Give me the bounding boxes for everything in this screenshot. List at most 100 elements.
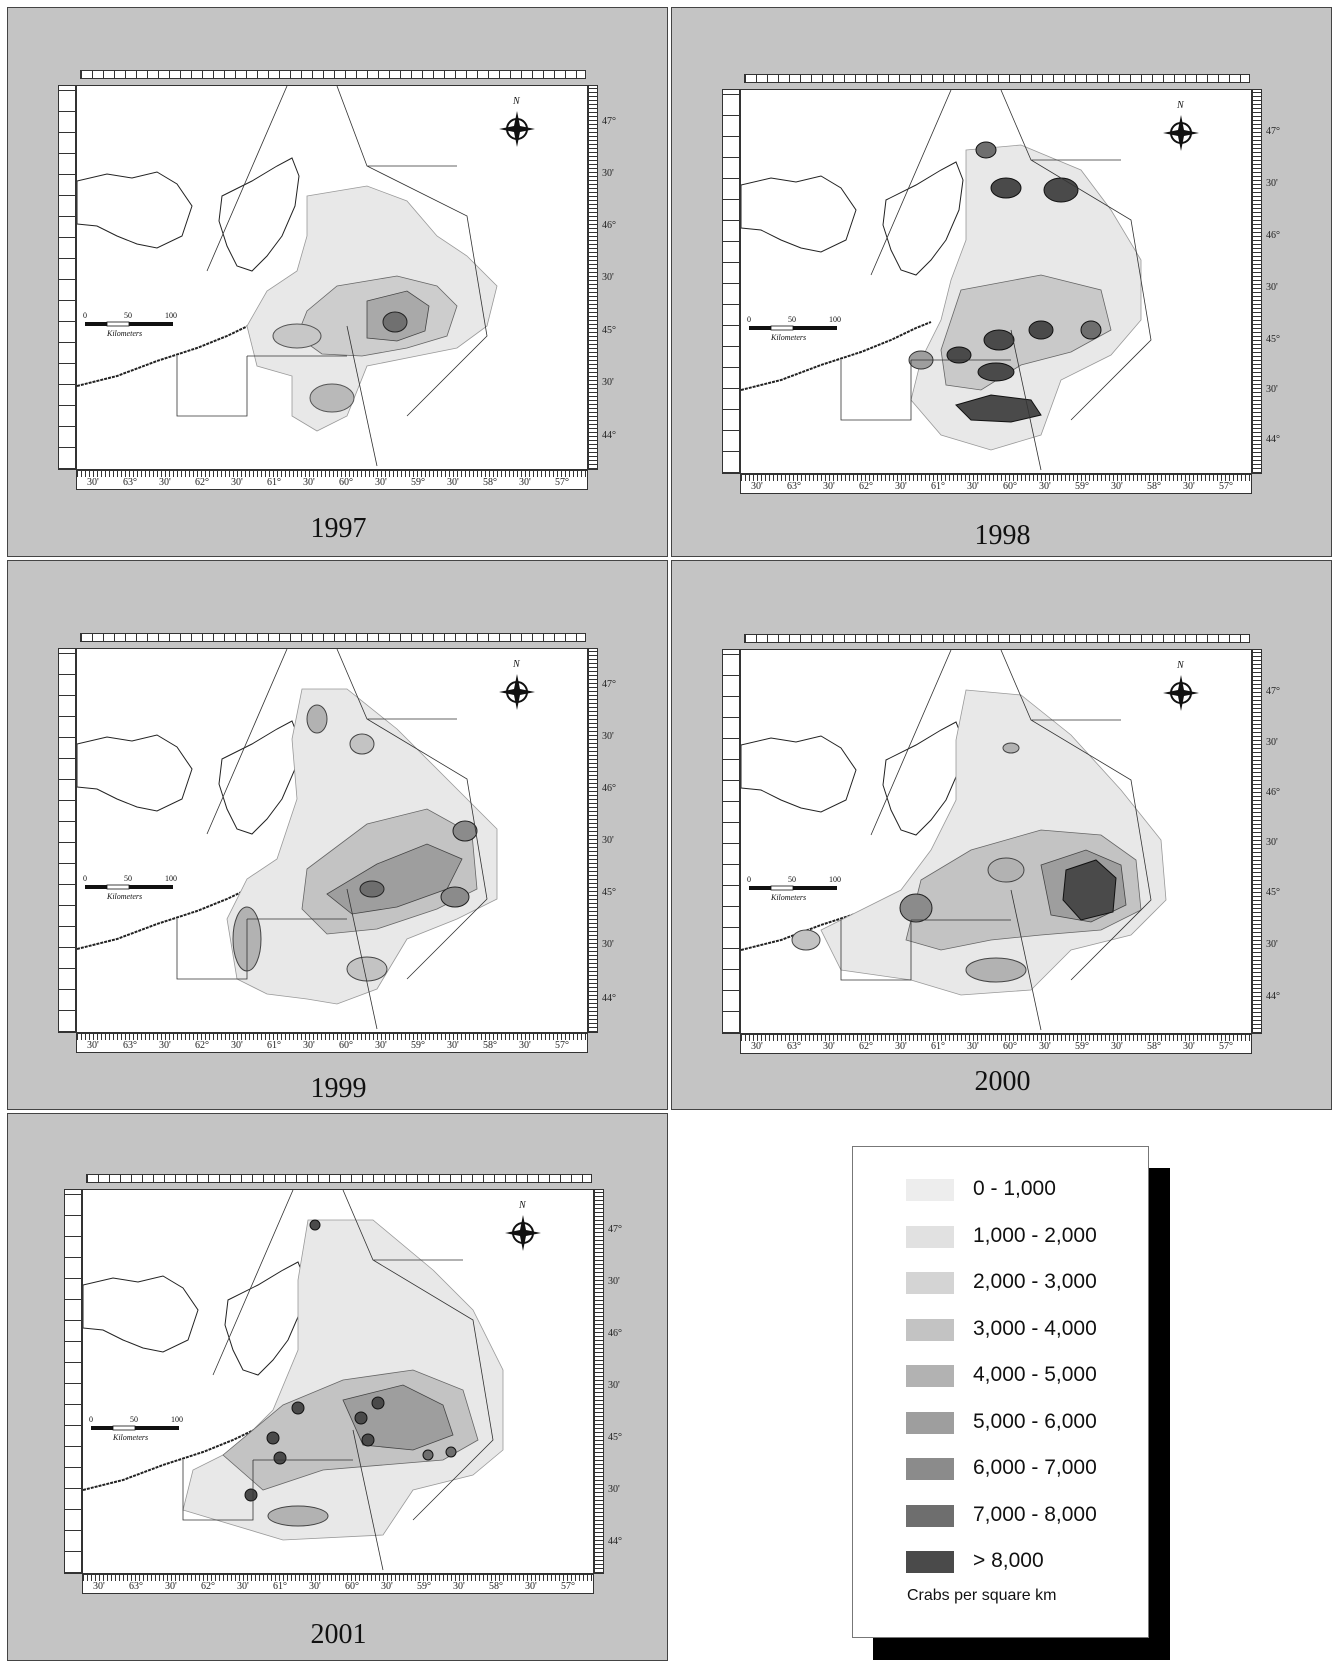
scale-tick-0: 0 — [747, 875, 751, 884]
lat-label: 47° — [1266, 686, 1280, 697]
area-boundaries — [176, 86, 488, 467]
lat-label: 30' — [608, 1276, 620, 1287]
density-patch-west — [272, 323, 322, 349]
grid-scale-left — [722, 649, 740, 1034]
density-patch — [791, 929, 821, 951]
density-patch — [965, 957, 1027, 983]
legend: 0 - 1,000 1,000 - 2,000 2,000 - 3,000 3,000… — [852, 1146, 1149, 1638]
lat-label: 30' — [608, 1380, 620, 1391]
lon-label: 30' — [93, 1581, 105, 1592]
lon-label: 30' — [87, 1040, 99, 1051]
density-class-5 — [342, 1384, 454, 1451]
legend-label: 6,000 - 7,000 — [973, 1456, 1097, 1479]
lon-label: 30' — [447, 1040, 459, 1051]
lon-label: 30' — [87, 477, 99, 488]
map-panel-2000: N 0 50 100 Kilometers 47° 30' 46° 30' 45… — [671, 560, 1332, 1110]
lat-scale-right — [588, 85, 598, 470]
lon-label: 63° — [787, 481, 801, 492]
density-peak — [309, 1219, 321, 1231]
lat-label: 46° — [602, 220, 616, 231]
area-boundaries — [182, 1190, 494, 1571]
map-frame: N 0 50 100 Kilometers — [76, 648, 588, 1033]
legend-label: 3,000 - 4,000 — [973, 1316, 1097, 1340]
lat-label: 30' — [1266, 939, 1278, 950]
lon-label: 30' — [751, 481, 763, 492]
lon-label: 60° — [1003, 1041, 1017, 1052]
lon-label: 60° — [339, 477, 353, 488]
lon-label: 63° — [787, 1041, 801, 1052]
lon-label: 30' — [381, 1581, 393, 1592]
map-frame: N 0 50 100 Kilometers — [740, 649, 1252, 1034]
scale-tick-50: 50 — [130, 1415, 138, 1424]
grid-scale-left — [722, 89, 740, 474]
mainland-coast — [77, 171, 193, 249]
mainland-coast — [77, 734, 193, 812]
lon-label: 59° — [1075, 1041, 1089, 1052]
lon-label: 30' — [231, 1040, 243, 1051]
lat-label: 45° — [1266, 887, 1280, 898]
lon-label: 30' — [967, 1041, 979, 1052]
panel-year: 1998 — [974, 520, 1031, 551]
lat-label: 45° — [602, 887, 616, 898]
lat-label: 47° — [608, 1224, 622, 1235]
lat-label: 30' — [602, 377, 614, 388]
density-peak — [1043, 177, 1079, 203]
lat-label: 46° — [608, 1328, 622, 1339]
legend-label: 0 - 1,000 — [973, 1177, 1056, 1200]
lon-label: 63° — [123, 1040, 137, 1051]
legend-swatch — [906, 1458, 954, 1480]
lat-label: 44° — [1266, 434, 1280, 445]
lat-label: 30' — [1266, 178, 1278, 189]
compass-letter: N — [1177, 100, 1184, 111]
lon-label: 63° — [129, 1581, 143, 1592]
density-patch-south — [309, 383, 355, 413]
lon-label: 58° — [489, 1581, 503, 1592]
scale-tick-50: 50 — [124, 874, 132, 883]
legend-swatch — [906, 1365, 954, 1387]
lat-label: 47° — [602, 116, 616, 127]
lon-label: 30' — [895, 1041, 907, 1052]
lon-label: 30' — [1183, 481, 1195, 492]
legend-swatch — [906, 1318, 954, 1341]
lon-scale-bottom: 30' 63° 30' 62° 30' 61° 30' 60° 30' 59° 30' 58° 30' 5… — [76, 470, 588, 490]
lon-label: 61° — [267, 477, 281, 488]
lon-label: 61° — [273, 1581, 287, 1592]
grid-scale-top — [744, 634, 1250, 643]
density-peak — [422, 1449, 434, 1461]
lon-label: 62° — [195, 477, 209, 488]
scale-tick-0: 0 — [747, 315, 751, 324]
lat-label: 30' — [1266, 837, 1278, 848]
lon-scale-bottom: 30' 63° 30' 62° 30' 61° 30' 60° 30' 59° 30' 58° 30' 5… — [76, 1033, 588, 1053]
lat-label: 30' — [1266, 737, 1278, 748]
density-peak — [946, 346, 972, 364]
density-peak — [371, 1396, 385, 1410]
lat-label: 46° — [1266, 787, 1280, 798]
scale-tick-100: 100 — [165, 311, 177, 320]
legend-swatch — [906, 1179, 954, 1201]
lon-label: 62° — [201, 1581, 215, 1592]
lon-label: 63° — [123, 477, 137, 488]
compass-letter: N — [513, 659, 520, 670]
density-peak — [361, 1433, 375, 1447]
panel-year: 1999 — [310, 1073, 367, 1104]
density-map — [77, 86, 535, 467]
lon-label: 30' — [1039, 1041, 1051, 1052]
lat-label: 44° — [608, 1536, 622, 1547]
lat-label: 45° — [1266, 334, 1280, 345]
panel-year: 1997 — [310, 513, 367, 544]
cape-breton-island — [218, 720, 300, 835]
density-class-5 — [326, 843, 463, 915]
map-panel-2001: N 0 50 100 Kilometers 47° 30' 46° 30' 45… — [7, 1113, 668, 1661]
scale-tick-0: 0 — [83, 874, 87, 883]
grid-scale-top — [80, 70, 586, 79]
panel-year: 2001 — [310, 1619, 367, 1650]
lon-label: 57° — [555, 1040, 569, 1051]
lon-label: 30' — [375, 1040, 387, 1051]
lon-label: 30' — [1111, 1041, 1123, 1052]
density-peak — [244, 1488, 258, 1502]
lon-label: 57° — [1219, 1041, 1233, 1052]
lon-label: 30' — [309, 1581, 321, 1592]
lon-label: 30' — [519, 477, 531, 488]
scale-tick-0: 0 — [83, 311, 87, 320]
density-peak — [975, 141, 997, 159]
